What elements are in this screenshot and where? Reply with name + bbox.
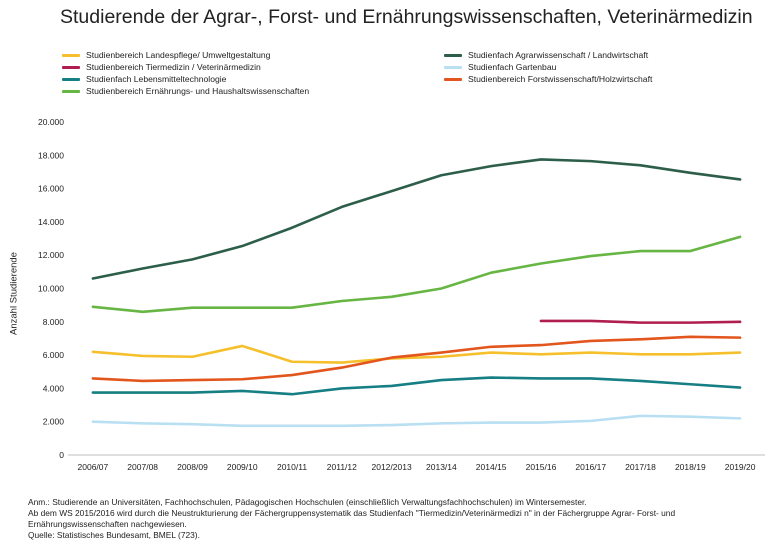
legend-swatch [444,77,462,81]
y-tick-label: 6.000 [43,350,65,360]
x-tick-label: 2012/2013 [372,462,412,472]
series-line-2 [539,319,742,324]
legend-item-lebensmitteltechnologie: Studienfach Lebensmitteltechnologie [62,74,226,84]
y-tick-label: 12.000 [38,250,64,260]
legend-label: Studienfach Agrarwissenschaft / Landwirt… [468,50,649,60]
legend-label: Studienbereich Ernährungs- und Haushalts… [86,86,310,96]
x-tick-label: 2009/10 [227,462,258,472]
x-tick-label: 2006/07 [78,462,109,472]
x-tick-label: 2015/16 [526,462,557,472]
legend-label: Studienfach Gartenbau [468,62,557,72]
series-line-4 [91,376,742,396]
y-tick-label: 8.000 [43,317,65,327]
series-line-5 [91,335,742,383]
legend-swatch [444,65,462,69]
legend-label: Studienbereich Tiermedizin / Veterinärme… [86,62,261,72]
legend-item-agrarwissenschaft: Studienfach Agrarwissenschaft / Landwirt… [444,50,648,60]
y-tick-label: 14.000 [38,217,64,227]
x-tick-label: 2018/19 [675,462,706,472]
chart-axes: 0 2.000 4.000 6.000 8.000 10.000 12.000 14.000 1… [38,117,765,472]
legend-swatch [62,53,80,57]
legend-swatch [62,65,80,69]
x-tick-label: 2008/09 [177,462,208,472]
legend-label: Studienbereich Landespflege/ Umweltgesta… [86,50,271,60]
chart-notes: Anm.: Studierende an Universitäten, Fach… [28,497,768,541]
y-tick-label: 18.000 [38,150,64,160]
series-line-0 [91,344,742,364]
note-line: Ab dem WS 2015/2016 wird durch die Neust… [28,508,676,518]
x-tick-label: 2010/11 [277,462,307,472]
y-tick-label: 10.000 [38,284,64,294]
legend-swatch [62,77,80,81]
legend-label: Studienbereich Forstwissenschaft/Holzwir… [468,74,653,84]
y-tick-label: 0 [59,450,64,460]
y-tick-label: 16.000 [38,184,64,194]
legend-item-forstwissenschaft: Studienbereich Forstwissenschaft/Holzwir… [444,74,652,84]
note-line: Quelle: Statistisches Bundesamt, BMEL (7… [28,530,200,540]
y-tick-label: 2.000 [43,417,65,427]
legend-swatch [444,53,462,57]
series-line-6 [91,235,742,314]
legend-item-gartenbau: Studienfach Gartenbau [444,62,556,72]
series-line-1 [91,158,742,280]
x-tick-label: 2019/20 [725,462,756,472]
x-tick-label: 2016/17 [575,462,606,472]
y-tick-label: 20.000 [38,117,64,127]
legend-label: Studienfach Lebensmitteltechnologie [86,74,227,84]
x-tick-label: 2013/14 [426,462,457,472]
chart-title: Studierende der Agrar-, Forst- und Ernäh… [60,6,753,28]
note-line: Ernährungswissenschaften nachgewiesen. [28,519,187,529]
x-tick-label: 2011/12 [327,462,357,472]
chart-lines [91,158,742,428]
y-tick-label: 4.000 [43,383,65,393]
legend-item-tiermedizin: Studienbereich Tiermedizin / Veterinärme… [62,62,261,72]
legend-swatch [62,89,80,93]
legend-item-landespflege: Studienbereich Landespflege/ Umweltgesta… [62,50,270,60]
x-tick-label: 2017/18 [625,462,656,472]
note-line: Anm.: Studierende an Universitäten, Fach… [28,497,587,507]
legend-item-ernaehrung: Studienbereich Ernährungs- und Haushalts… [62,86,309,96]
series-line-3 [91,414,742,428]
x-tick-label: 2007/08 [127,462,158,472]
x-tick-label: 2014/15 [476,462,507,472]
